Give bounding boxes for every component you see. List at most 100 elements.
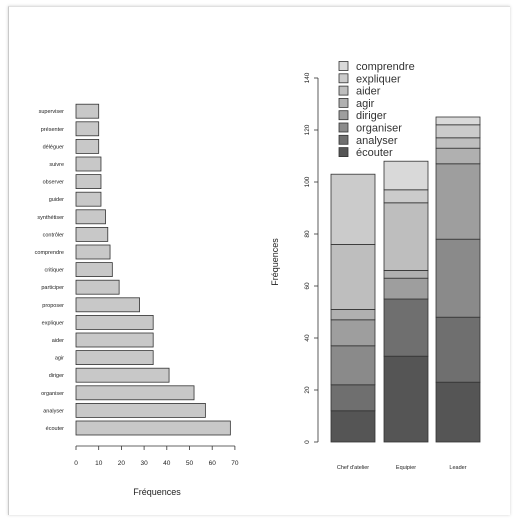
segment-aider [330,243,376,310]
y-tick-label: 20 [304,386,311,394]
bar-presenter [75,121,100,137]
category-label: synthétiser [37,215,64,221]
bar-expliquer [75,314,154,330]
category-label: suivre [49,162,64,168]
category-label: diriger [49,373,64,379]
x-tick-label: 30 [140,460,148,467]
stacked-bars [330,116,481,443]
segment-organiser [435,238,481,318]
legend-swatch [338,147,349,158]
segment-agir [435,147,481,165]
segment-ecouter [435,381,481,443]
legend-swatch [338,98,349,108]
bar-comprendre [75,244,111,260]
category-label: agir [55,356,64,362]
bar-participer [75,279,120,295]
bar-analyser [75,402,206,418]
bar-observer [75,174,102,190]
bar-ecouter [75,420,231,436]
segment-diriger [330,319,376,347]
y-tick-label: 0 [304,440,311,444]
category-label: déléguer [43,144,65,150]
x-axis-title: Fréquences [133,487,181,497]
legend-swatch [338,110,349,121]
y-tick-label: 120 [304,124,311,135]
bar-guider [75,191,102,207]
legend-label: organiser [356,123,402,135]
y-axis-title: Fréquences [270,238,280,286]
category-label: aider [52,338,64,344]
y-tick-label: 100 [304,176,311,187]
category-label: comprendre [35,250,64,256]
legend-swatch [338,134,349,145]
bar-controler [75,226,109,242]
segment-agir [383,269,429,279]
bar-aider [75,332,154,348]
bar-synthetiser [75,209,106,225]
bar-diriger [75,367,170,383]
legend-swatch [338,122,349,133]
x-tick-label: 70 [231,460,239,467]
x-tick-label: 10 [95,460,103,467]
x-tick-label: 40 [163,460,171,467]
segment-comprendre [435,116,481,126]
y-axis-ticks: 0 20 40 60 80 100 120 140 [304,72,318,444]
segment-expliquer [383,189,429,204]
segment-analyser [435,316,481,383]
category-labels: Chef d'atelier Equipier Leader [337,465,467,471]
x-axis-ticks: 0 10 20 30 40 50 60 70 [74,446,239,467]
category-label: écouter [46,426,65,432]
segment-expliquer [330,173,376,245]
segment-analyser [330,384,376,412]
legend-label: expliquer [356,73,401,85]
segment-ecouter [383,355,429,443]
category-label: critiquer [44,268,64,274]
category-label: analyser [43,408,64,414]
y-tick-label: 40 [304,334,311,342]
legend-swatch [338,61,349,71]
y-tick-label: 80 [304,230,311,238]
segment-agir [330,308,376,321]
category-label: observer [43,180,65,186]
bars [75,103,231,436]
segment-aider [435,137,481,149]
category-label: organiser [41,391,64,397]
segment-comprendre [383,160,429,191]
legend-label: aider [356,86,381,98]
bar-organiser [75,385,195,401]
bar-agir [75,350,154,366]
segment-organiser [330,345,376,386]
horizontal-bar-chart: 0 10 20 30 40 50 60 70 écouter analyser organiser… [35,103,239,497]
legend-label: diriger [356,110,387,122]
segment-analyser [383,298,429,357]
segment-diriger [435,163,481,240]
category-label: expliquer [42,320,64,326]
x-tick-label: 20 [118,460,126,467]
category-label: Equipier [396,465,416,471]
legend-label: agir [356,98,375,110]
category-label: guider [49,197,64,203]
bar-critiquer [75,262,113,278]
legend-label: comprendre [356,61,415,73]
category-labels: écouter analyser organiser diriger agir aider… [35,109,65,432]
stacked-bar-chart: 0 20 40 60 80 100 120 140 Chef d'atelier Equipie… [270,61,481,471]
category-label: proposer [42,303,64,309]
bar-proposer [75,297,140,313]
x-tick-label: 60 [209,460,217,467]
category-label: superviser [39,109,65,115]
legend-label: écouter [356,147,393,159]
category-label: contrôler [43,232,65,238]
bar-superviser [75,103,100,119]
x-tick-label: 0 [74,460,78,467]
y-tick-label: 60 [304,282,311,290]
category-label: Leader [449,465,466,471]
legend-swatch [338,73,349,84]
x-tick-label: 50 [186,460,194,467]
category-label: Chef d'atelier [337,465,369,471]
category-label: présenter [41,127,64,133]
segment-expliquer [435,124,481,139]
segment-ecouter [330,410,376,443]
y-tick-label: 140 [304,72,311,83]
legend: comprendreexpliqueraideragirdirigerorgan… [338,61,415,159]
